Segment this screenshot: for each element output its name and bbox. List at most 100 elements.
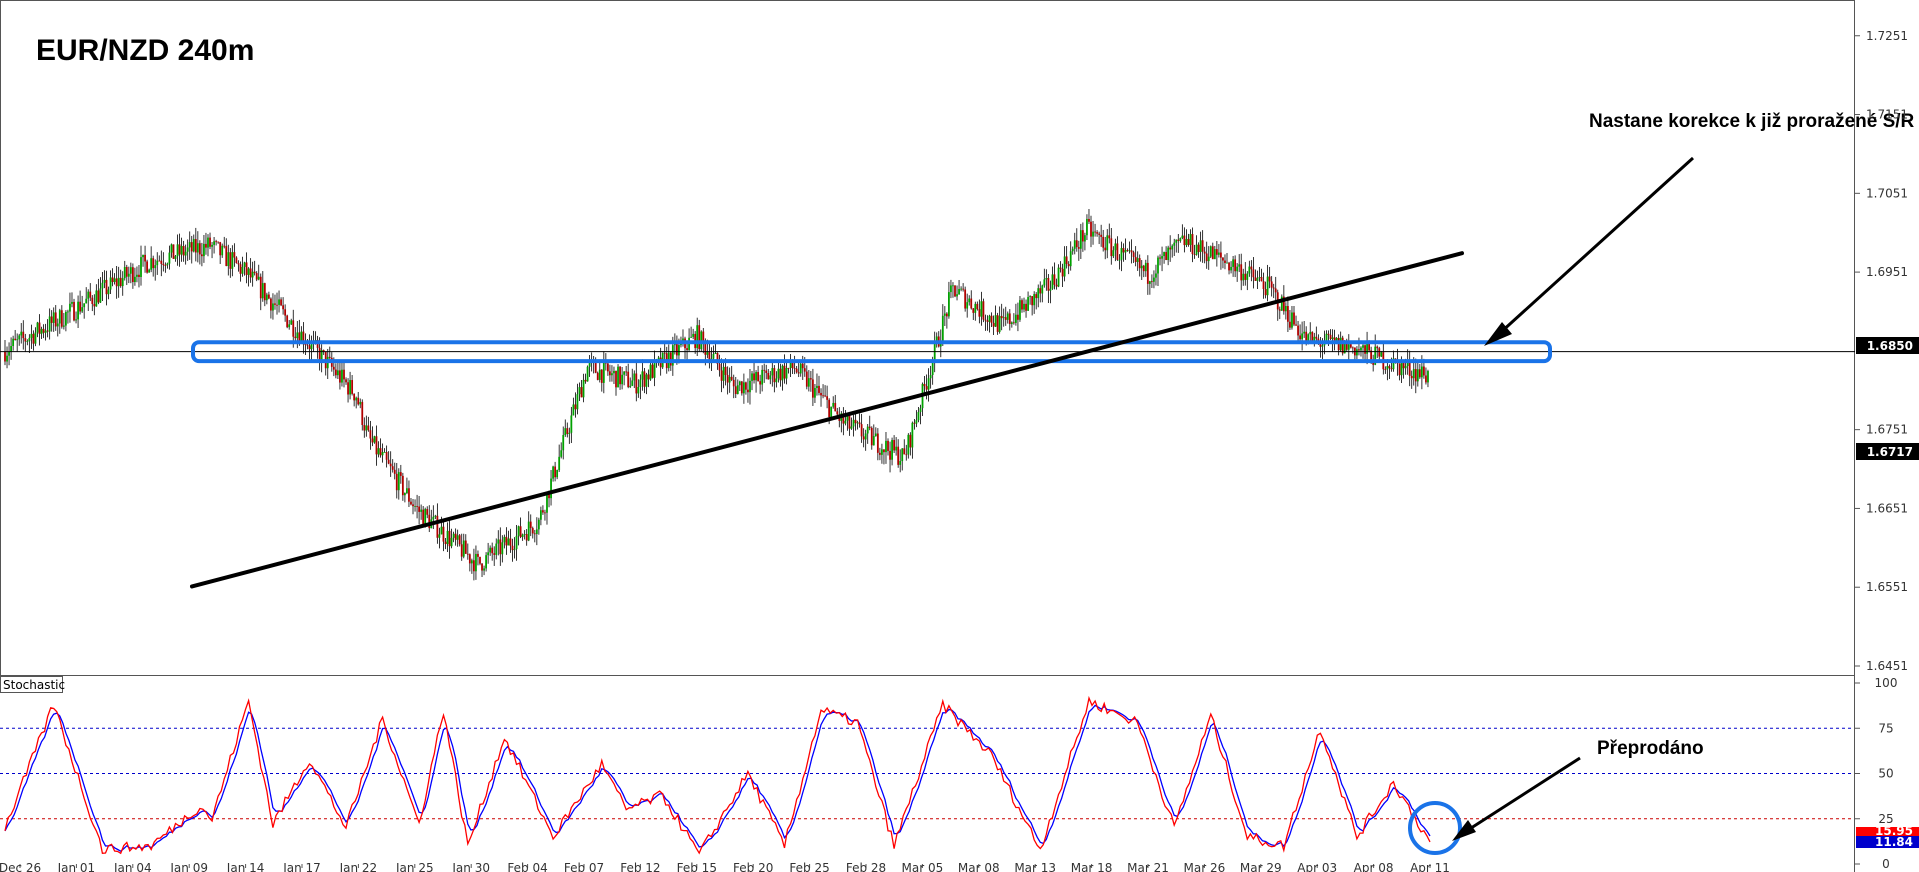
candle-body xyxy=(339,370,341,383)
candle-body xyxy=(452,533,455,538)
candle-body xyxy=(320,350,323,363)
candle-body xyxy=(1362,345,1364,348)
candle-body xyxy=(925,386,928,390)
candle-body xyxy=(678,345,680,356)
candle-body xyxy=(487,552,490,556)
candle-body xyxy=(493,553,496,555)
candle-body xyxy=(1313,336,1316,342)
candle-body xyxy=(38,322,41,334)
candle-body xyxy=(645,374,648,387)
candle-body xyxy=(706,352,709,355)
candle-body xyxy=(1144,262,1147,272)
candle-body xyxy=(1146,262,1149,284)
candle-body xyxy=(854,419,857,424)
candle-body xyxy=(166,263,169,266)
candle-body xyxy=(1215,249,1218,255)
candle-body xyxy=(1169,247,1172,250)
candle-body xyxy=(1423,366,1425,376)
candle-body xyxy=(639,379,642,388)
candle-body xyxy=(375,436,378,455)
candle-body xyxy=(1000,315,1003,319)
candle-body xyxy=(67,311,69,313)
candle-body xyxy=(812,379,814,398)
candle-body xyxy=(192,239,195,252)
ascending-trendline[interactable] xyxy=(190,251,1464,589)
candle-body xyxy=(935,336,938,343)
candle-body xyxy=(913,422,916,424)
candle-body xyxy=(501,542,504,555)
candle-body xyxy=(876,433,879,453)
stochastic-annotation: Přeprodáno xyxy=(1597,738,1704,759)
stochastic-tick-label: 50 xyxy=(1878,767,1893,781)
candle-body xyxy=(836,411,839,415)
candle-body xyxy=(107,289,110,295)
candle-body xyxy=(952,285,954,287)
candle-body xyxy=(158,260,161,262)
candle-body xyxy=(105,279,108,295)
candle-body xyxy=(905,454,908,456)
candle-body xyxy=(1138,258,1141,269)
stochastic-label[interactable]: Stochastic xyxy=(3,678,65,692)
candle-body xyxy=(1406,360,1409,367)
candle-body xyxy=(582,379,585,398)
candle-body xyxy=(749,380,751,393)
candle-body xyxy=(1073,240,1076,249)
candle-body xyxy=(948,292,950,317)
candle-body xyxy=(412,504,414,507)
candle-body xyxy=(621,374,623,385)
candle-body xyxy=(436,515,439,538)
candle-body xyxy=(381,452,384,456)
candle-body xyxy=(1360,347,1362,351)
candle-body xyxy=(50,316,53,323)
candle-body xyxy=(458,535,461,545)
candle-body xyxy=(470,560,473,564)
candle-body xyxy=(791,359,794,369)
candle-body xyxy=(673,344,676,346)
candle-body xyxy=(649,364,652,380)
candle-body xyxy=(308,345,311,350)
candle-body xyxy=(828,399,831,418)
price-tick-label: 1.6951 xyxy=(1866,265,1908,279)
candle-body xyxy=(290,320,293,325)
candle-body xyxy=(789,359,792,368)
candle-body xyxy=(414,506,416,507)
candle-body xyxy=(196,243,199,253)
candle-body xyxy=(988,315,991,322)
candle-body xyxy=(633,373,636,381)
candle-body xyxy=(1366,342,1368,354)
candle-body xyxy=(669,352,672,366)
oversold-circle-highlight[interactable] xyxy=(1408,801,1462,855)
candle-body xyxy=(1079,230,1082,249)
candle-body xyxy=(872,436,875,446)
candle-body xyxy=(10,345,12,352)
candle-body xyxy=(477,553,479,557)
candle-body xyxy=(286,315,289,328)
candle-body xyxy=(1358,349,1360,351)
candle-body xyxy=(881,449,883,455)
time-tick-label: Jan 17 xyxy=(282,861,321,872)
candle-body xyxy=(550,478,552,499)
candle-body xyxy=(852,419,855,427)
candle-body xyxy=(201,254,203,257)
candle-body xyxy=(903,448,906,455)
candle-body xyxy=(956,294,958,297)
candle-body xyxy=(775,378,778,383)
candle-body xyxy=(1006,313,1009,320)
candle-body xyxy=(909,434,912,448)
candle-body xyxy=(225,246,228,267)
candle-body xyxy=(519,526,522,538)
candle-body xyxy=(736,385,739,395)
time-tick-label: Feb 04 xyxy=(507,861,547,872)
candle-body xyxy=(517,526,520,536)
candle-body xyxy=(182,246,185,256)
candle-body xyxy=(454,533,457,540)
sr-zone-rectangle[interactable] xyxy=(191,340,1552,364)
candle-body xyxy=(998,315,1001,332)
candle-body xyxy=(263,283,266,301)
candle-body xyxy=(1148,281,1151,284)
stochastic-tick-label: 0 xyxy=(1882,857,1890,871)
candle-body xyxy=(600,369,603,383)
candle-body xyxy=(418,506,421,512)
candle-body xyxy=(556,470,559,478)
candle-body xyxy=(1071,248,1074,252)
